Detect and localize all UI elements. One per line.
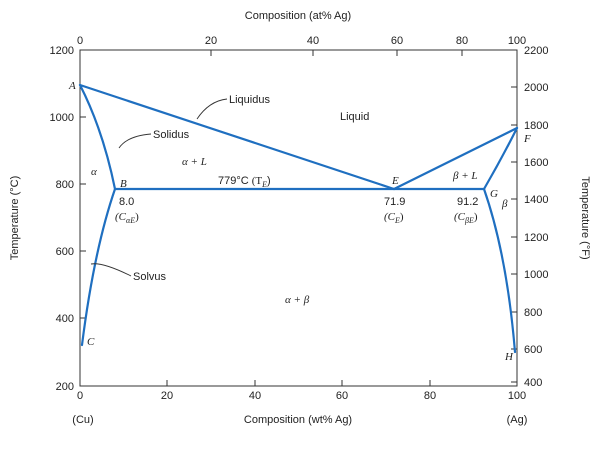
region-beta-plus-liquid: β + L [452,170,478,182]
point-b: B [120,178,127,190]
point-c: C [87,336,95,348]
point-b-composition-value: 8.0 [119,196,134,208]
right-tick-label: 600 [524,344,542,356]
solidus-curve-alpha [78,83,117,191]
point-e-composition-symbol: (CE) [384,211,404,225]
right-tick-label: 400 [524,377,542,389]
top-axis-ticks [79,50,518,56]
left-tick-label: 800 [56,179,74,191]
liquidus-callout: Liquidus [229,94,270,106]
point-e-composition-value: 71.9 [384,196,405,208]
top-tick-label: 20 [205,35,217,47]
bottom-tick-label: 0 [77,390,83,402]
solidus-callout: Solidus [153,129,190,141]
point-g-composition-symbol: (CβE) [454,211,478,225]
region-liquid: Liquid [340,111,369,123]
bottom-tick-label: 20 [161,390,173,402]
region-alpha: α [91,166,97,178]
right-tick-label: 1200 [524,232,548,244]
liquidus-line-right [392,126,519,191]
point-g-composition-value: 91.2 [457,196,478,208]
top-tick-label: 60 [391,35,403,47]
right-tick-label: 2200 [524,45,548,57]
solvus-callout: Solvus [133,271,167,283]
bottom-axis-title: Composition (wt% Ag) [244,414,352,426]
point-e: E [391,175,399,187]
solidus-leader [118,133,152,149]
left-tick-label: 1000 [50,112,74,124]
solvus-curve-beta [482,187,517,354]
top-tick-label: 80 [456,35,468,47]
bottom-tick-label: 100 [508,390,526,402]
right-tick-label: 1400 [524,194,548,206]
liquidus-leader [196,98,228,120]
eutectic-temperature-label: 779°C (TE) [218,175,271,189]
bottom-axis-right-end: (Ag) [507,414,528,426]
bottom-axis-ticks [79,380,518,386]
point-g: G [490,188,498,200]
solvus-leader [90,263,132,277]
left-tick-label: 1200 [50,45,74,57]
bottom-axis-left-end: (Cu) [72,414,93,426]
left-tick-label: 200 [56,381,74,393]
top-tick-label: 100 [508,35,526,47]
right-tick-label: 1600 [524,157,548,169]
bottom-tick-label: 40 [249,390,261,402]
point-a: A [68,80,76,92]
phase-boundaries [78,83,519,354]
point-b-composition-symbol: (CαE) [115,211,139,225]
region-alpha-plus-beta: α + β [285,294,310,306]
solidus-curve-beta [482,126,519,191]
bottom-tick-label: 60 [336,390,348,402]
liquidus-line-left [78,83,396,191]
callout-leaders [90,98,228,277]
region-beta: β [501,198,508,210]
right-tick-label: 1000 [524,269,548,281]
left-axis-title: Temperature (°C) [9,176,21,260]
left-tick-label: 600 [56,246,74,258]
right-tick-label: 1800 [524,120,548,132]
left-tick-label: 400 [56,313,74,325]
bottom-tick-label: 80 [424,390,436,402]
top-tick-label: 0 [77,35,83,47]
right-axis-title: Temperature (°F) [579,176,591,259]
top-axis-title: Composition (at% Ag) [245,10,351,22]
top-tick-label: 40 [307,35,319,47]
point-h: H [504,351,514,363]
plot-frame [79,49,518,387]
solvus-curve-alpha [80,187,117,347]
right-tick-label: 800 [524,307,542,319]
point-f: F [523,133,531,145]
right-tick-label: 2000 [524,82,548,94]
region-alpha-plus-liquid: α + L [182,156,207,168]
